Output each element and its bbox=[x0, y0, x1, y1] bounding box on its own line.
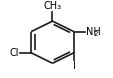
Text: CH₃: CH₃ bbox=[43, 1, 61, 11]
Text: 2: 2 bbox=[93, 32, 97, 37]
Text: I: I bbox=[72, 61, 75, 71]
Text: Cl: Cl bbox=[10, 48, 19, 58]
Text: NH: NH bbox=[85, 27, 100, 37]
